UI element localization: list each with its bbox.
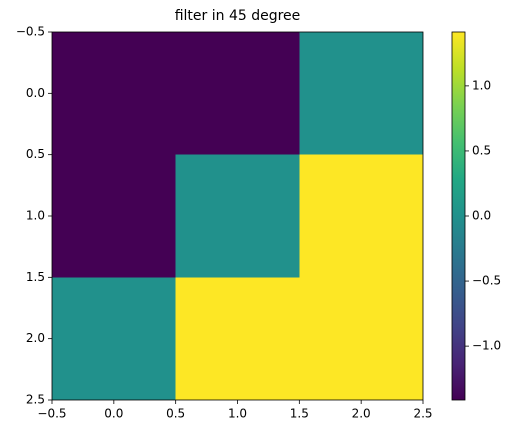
heatmap-cell — [52, 154, 176, 278]
heatmap-cell — [175, 32, 300, 155]
x-tick-label: 2.0 — [352, 407, 371, 421]
x-tick-label: 1.5 — [290, 407, 309, 421]
heatmap-cell — [175, 277, 300, 400]
colorbar-tick-label: −0.5 — [472, 274, 501, 288]
colorbar-tick-label: 0.5 — [472, 143, 491, 157]
heatmap-cell — [175, 154, 300, 278]
x-tick-label: 2.5 — [413, 407, 432, 421]
heatmap-cell — [299, 277, 423, 400]
colorbar-tick-label: 0.0 — [472, 209, 491, 223]
y-tick-label: 0.5 — [26, 147, 45, 161]
heatmap-cell — [299, 32, 423, 155]
colorbar-tick-label: −1.0 — [472, 339, 501, 353]
y-tick-label: 1.0 — [26, 209, 45, 223]
y-tick-label: 2.0 — [26, 331, 45, 345]
y-tick-label: 0.0 — [26, 86, 45, 100]
x-tick-label: 0.5 — [166, 407, 185, 421]
y-tick-label: −0.5 — [16, 25, 45, 39]
x-tick-label: 1.0 — [228, 407, 247, 421]
heatmap-cell — [52, 277, 176, 400]
heatmap-cell — [299, 154, 423, 278]
heatmap-cell — [52, 32, 176, 155]
y-tick-label: 2.5 — [26, 393, 45, 407]
y-tick-label: 1.5 — [26, 270, 45, 284]
x-tick-label: 0.0 — [104, 407, 123, 421]
colorbar — [451, 31, 466, 401]
colorbar-tick-label: 1.0 — [472, 78, 491, 92]
x-tick-label: −0.5 — [37, 407, 66, 421]
chart-title: filter in 45 degree — [175, 8, 301, 24]
